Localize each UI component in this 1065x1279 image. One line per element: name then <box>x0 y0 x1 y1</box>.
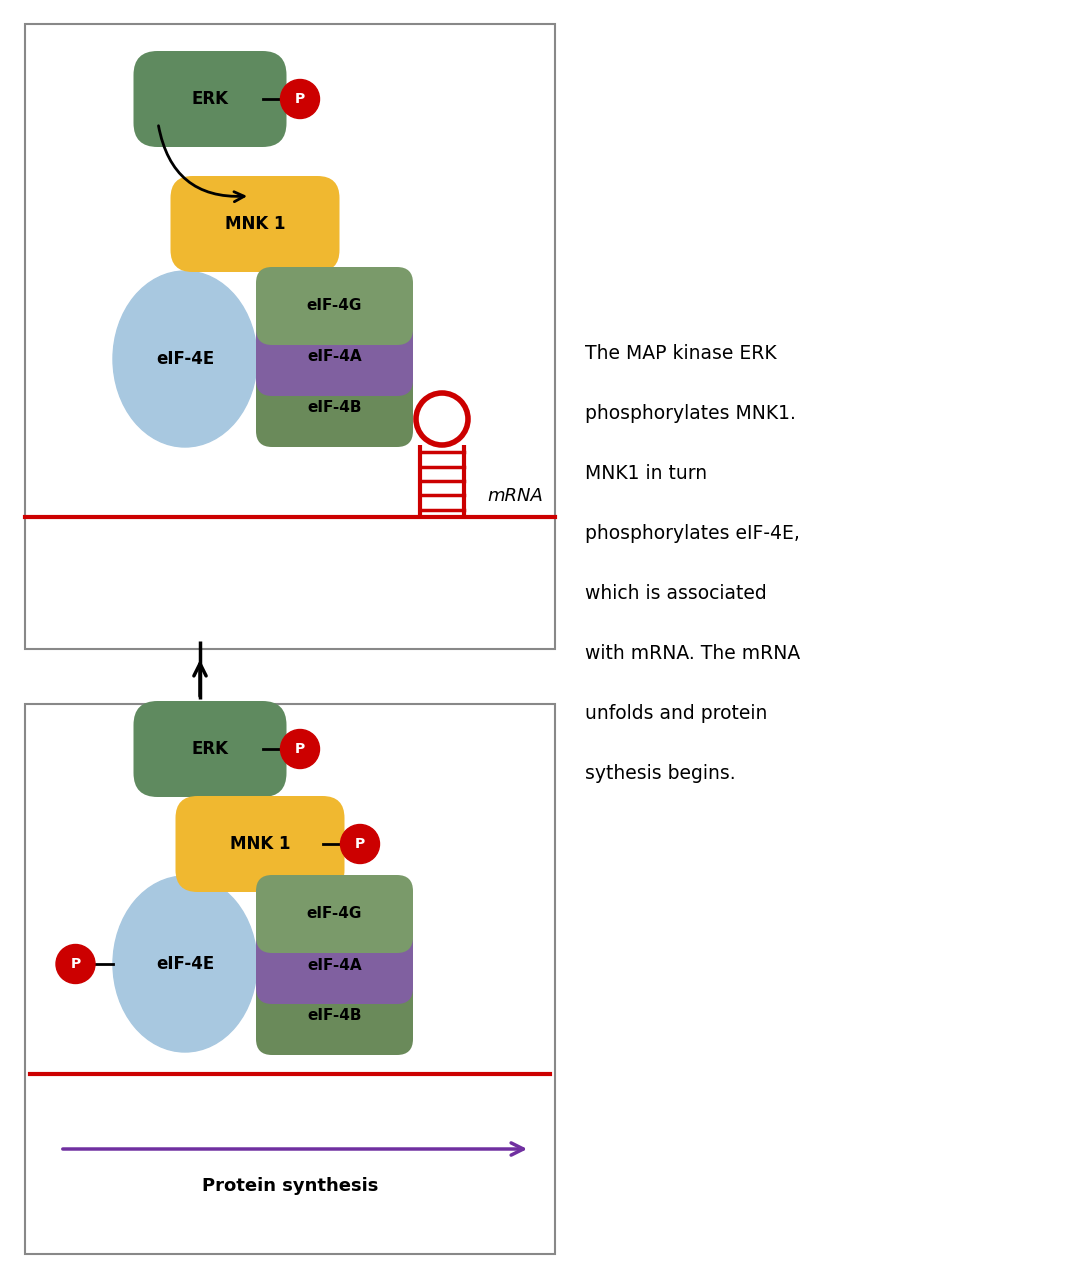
FancyBboxPatch shape <box>176 796 344 891</box>
Text: MNK 1: MNK 1 <box>230 835 291 853</box>
FancyBboxPatch shape <box>133 51 286 147</box>
Text: P: P <box>70 957 81 971</box>
Text: The MAP kinase ERK: The MAP kinase ERK <box>585 344 776 363</box>
Text: phosphorylates MNK1.: phosphorylates MNK1. <box>585 404 796 423</box>
FancyBboxPatch shape <box>24 703 555 1253</box>
Text: P: P <box>355 836 365 851</box>
Text: Protein synthesis: Protein synthesis <box>201 1177 378 1195</box>
FancyBboxPatch shape <box>256 318 413 396</box>
Text: P: P <box>295 742 306 756</box>
FancyBboxPatch shape <box>256 370 413 446</box>
Text: eIF-4E: eIF-4E <box>155 955 214 973</box>
Text: phosphorylates eIF-4E,: phosphorylates eIF-4E, <box>585 524 800 544</box>
Text: which is associated: which is associated <box>585 585 767 602</box>
Text: with mRNA. The mRNA: with mRNA. The mRNA <box>585 645 800 663</box>
Text: MNK1 in turn: MNK1 in turn <box>585 464 707 483</box>
FancyBboxPatch shape <box>256 267 413 345</box>
FancyBboxPatch shape <box>133 701 286 797</box>
Text: sythesis begins.: sythesis begins. <box>585 764 736 783</box>
FancyBboxPatch shape <box>256 977 413 1055</box>
FancyBboxPatch shape <box>256 926 413 1004</box>
Circle shape <box>280 729 320 769</box>
Text: P: P <box>295 92 306 106</box>
Text: mRNA: mRNA <box>487 487 543 505</box>
Circle shape <box>280 79 320 119</box>
Ellipse shape <box>113 876 257 1053</box>
Ellipse shape <box>113 271 257 446</box>
Text: ERK: ERK <box>192 90 229 107</box>
Text: eIF-4A: eIF-4A <box>307 349 362 365</box>
FancyBboxPatch shape <box>256 875 413 953</box>
FancyBboxPatch shape <box>24 24 555 648</box>
Text: eIF-4A: eIF-4A <box>307 958 362 972</box>
Text: eIF-4G: eIF-4G <box>307 298 362 313</box>
Text: eIF-4B: eIF-4B <box>307 1009 362 1023</box>
Text: unfolds and protein: unfolds and protein <box>585 703 768 723</box>
Text: eIF-4E: eIF-4E <box>155 350 214 368</box>
Text: eIF-4B: eIF-4B <box>307 400 362 416</box>
Circle shape <box>341 825 379 863</box>
Text: MNK 1: MNK 1 <box>225 215 285 233</box>
Text: eIF-4G: eIF-4G <box>307 907 362 921</box>
Text: ERK: ERK <box>192 741 229 758</box>
Circle shape <box>56 944 95 984</box>
FancyBboxPatch shape <box>170 177 340 272</box>
